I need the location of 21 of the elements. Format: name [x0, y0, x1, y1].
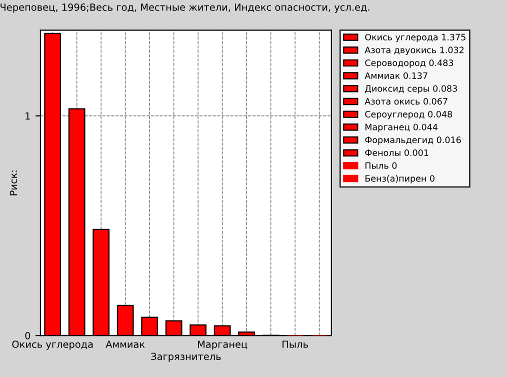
legend-label: Аммиак 0.137 [364, 72, 428, 79]
legend-label: Сероводород 0.483 [365, 60, 454, 68]
legend-label: Фенолы 0.001 [365, 149, 428, 156]
legend-label: Азота двуокись 1.032 [364, 46, 464, 55]
x-tick-label: Окись углерода [12, 340, 93, 350]
legend-label: Марганец 0.044 [366, 124, 438, 132]
legend-label: Бенз(а)пирен 0 [366, 174, 434, 184]
y-tick-label: 0 [25, 332, 30, 340]
legend-label: Сероуглерод 0.048 [365, 110, 452, 120]
legend-label: Пыль 0 [366, 162, 397, 169]
y-tick-label: 1 [26, 112, 30, 120]
x-axis-title: Загрязнитель [151, 352, 221, 362]
x-tick-label: Аммиак [106, 340, 145, 348]
legend-label: Азота окись 0.067 [364, 98, 448, 105]
legend-label: Окись углерода 1.375 [365, 34, 466, 42]
legend-label: Диоксид серы 0.083 [365, 85, 457, 94]
y-axis-title: Риск: [10, 170, 18, 196]
chart-title: Череповец, 1996;Весь год, Местные жители, Индекс опасности, усл.ед. [0, 4, 370, 13]
x-tick-label: Марганец [198, 340, 248, 350]
legend-label: Формальдегид 0.016 [365, 136, 461, 145]
x-tick-label: Пыль [282, 340, 308, 348]
